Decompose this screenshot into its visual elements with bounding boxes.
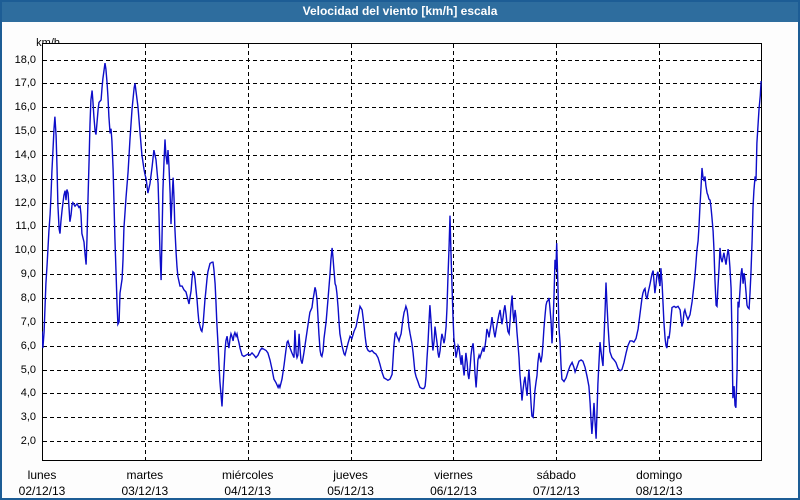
y-tick-label: 13,0 [14,172,36,185]
y-tick-label: 14,0 [14,148,36,161]
x-day-label: viernes 06/12/13 [403,468,503,498]
y-tick-label: 3,0 [20,411,36,424]
y-tick-label: 16,0 [14,101,36,114]
x-day-label: domingo 08/12/13 [609,468,709,498]
day-name: miércoles [222,468,274,482]
x-day-label: miércoles 04/12/13 [198,468,298,498]
y-tick-label: 4,0 [20,387,36,400]
page-title: Velocidad del viento [km/h] escala [302,4,498,18]
chart-plot-area [42,43,762,467]
day-date: 06/12/13 [430,484,477,498]
day-date: 04/12/13 [224,484,272,498]
day-date: 08/12/13 [635,484,683,498]
title-bar: Velocidad del viento [km/h] escala [2,2,798,22]
y-tick-label: 5,0 [20,363,36,376]
chart-content: km/h 18,017,016,015,014,013,012,011,010,… [2,22,798,498]
y-tick-label: 8,0 [20,292,36,304]
y-tick-label: 15,0 [14,125,36,138]
day-name: jueves [333,468,368,482]
x-day-label: sábado 07/12/13 [506,468,606,498]
y-tick-label: 18,0 [14,53,36,66]
day-date: 03/12/13 [121,484,169,498]
y-tick-label: 12,0 [14,196,36,209]
wind-speed-chart [42,43,762,461]
wind-speed-line [42,62,762,439]
day-date: 07/12/13 [532,484,580,498]
y-tick-label: 11,0 [15,220,36,233]
day-date: 05/12/13 [327,484,374,498]
y-tick-label: 10,0 [14,244,36,257]
day-name: lunes [27,468,57,482]
day-name: domingo [636,468,683,482]
x-day-label: lunes 02/12/13 [2,468,92,498]
x-day-label: jueves 05/12/13 [301,468,401,498]
plot-border [42,43,762,461]
day-date: 02/12/13 [18,484,66,498]
day-name: viernes [434,468,473,482]
y-tick-label: 17,0 [14,77,36,90]
day-name: sábado [536,468,576,482]
y-tick-label: 9,0 [20,268,36,281]
day-name: martes [126,468,164,482]
y-tick-label: 2,0 [20,435,36,448]
y-tick-label: 6,0 [20,339,36,352]
y-tick-label: 7,0 [20,315,36,328]
x-day-label: martes 03/12/13 [95,468,195,498]
